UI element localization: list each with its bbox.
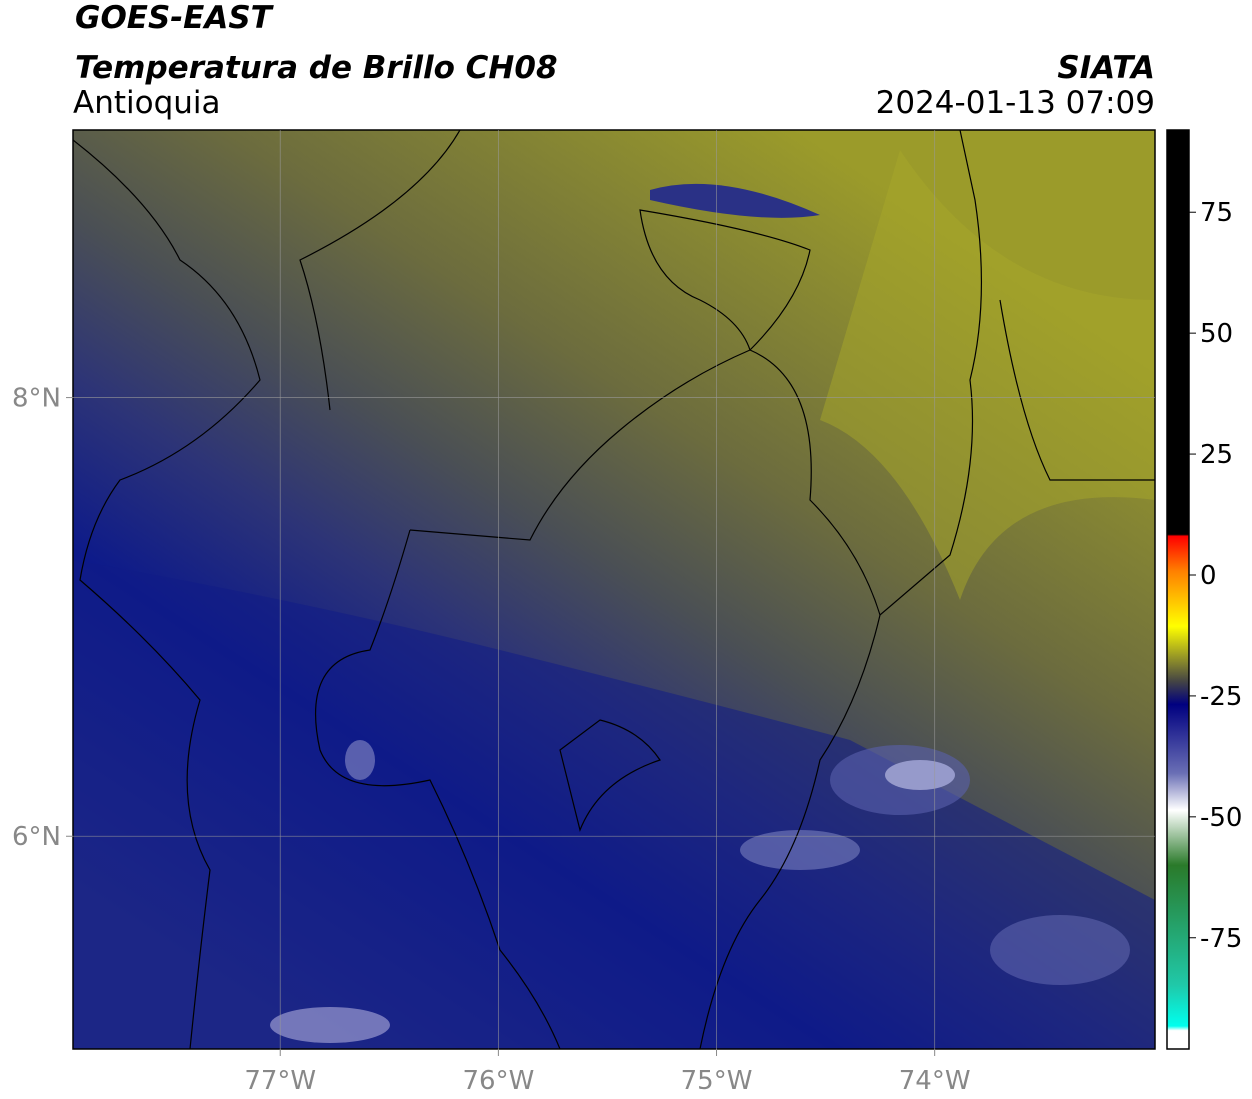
colorbar-tick-label: 75 bbox=[1200, 198, 1233, 228]
colorbar-tick-label: 25 bbox=[1200, 440, 1233, 470]
lon-tick-label: 76°W bbox=[462, 1066, 534, 1096]
lon-tick-label: 75°W bbox=[681, 1066, 753, 1096]
datetime: 2024-01-13 07:09 bbox=[876, 85, 1155, 121]
lon-tick-label: 77°W bbox=[244, 1066, 316, 1096]
map-frame bbox=[72, 129, 1156, 1050]
colorbar bbox=[1166, 129, 1190, 1050]
colorbar-tick-label: -25 bbox=[1200, 682, 1242, 712]
colorbar-tick-label: 50 bbox=[1200, 319, 1233, 349]
colorbar-tick-label: 0 bbox=[1200, 561, 1217, 591]
region: Antioquia bbox=[73, 85, 221, 121]
satellite-image bbox=[73, 130, 1155, 1049]
lat-tick-label: 8°N bbox=[12, 384, 61, 414]
colorbar-tick-label: -50 bbox=[1200, 803, 1242, 833]
source: SIATA bbox=[1057, 50, 1155, 86]
lon-tick-label: 74°W bbox=[899, 1066, 971, 1096]
colorbar-tick-label: -75 bbox=[1200, 924, 1242, 954]
subtitle: Temperatura de Brillo CH08 bbox=[75, 50, 558, 86]
title: GOES-EAST bbox=[75, 0, 275, 36]
lat-tick-label: 6°N bbox=[12, 822, 61, 852]
